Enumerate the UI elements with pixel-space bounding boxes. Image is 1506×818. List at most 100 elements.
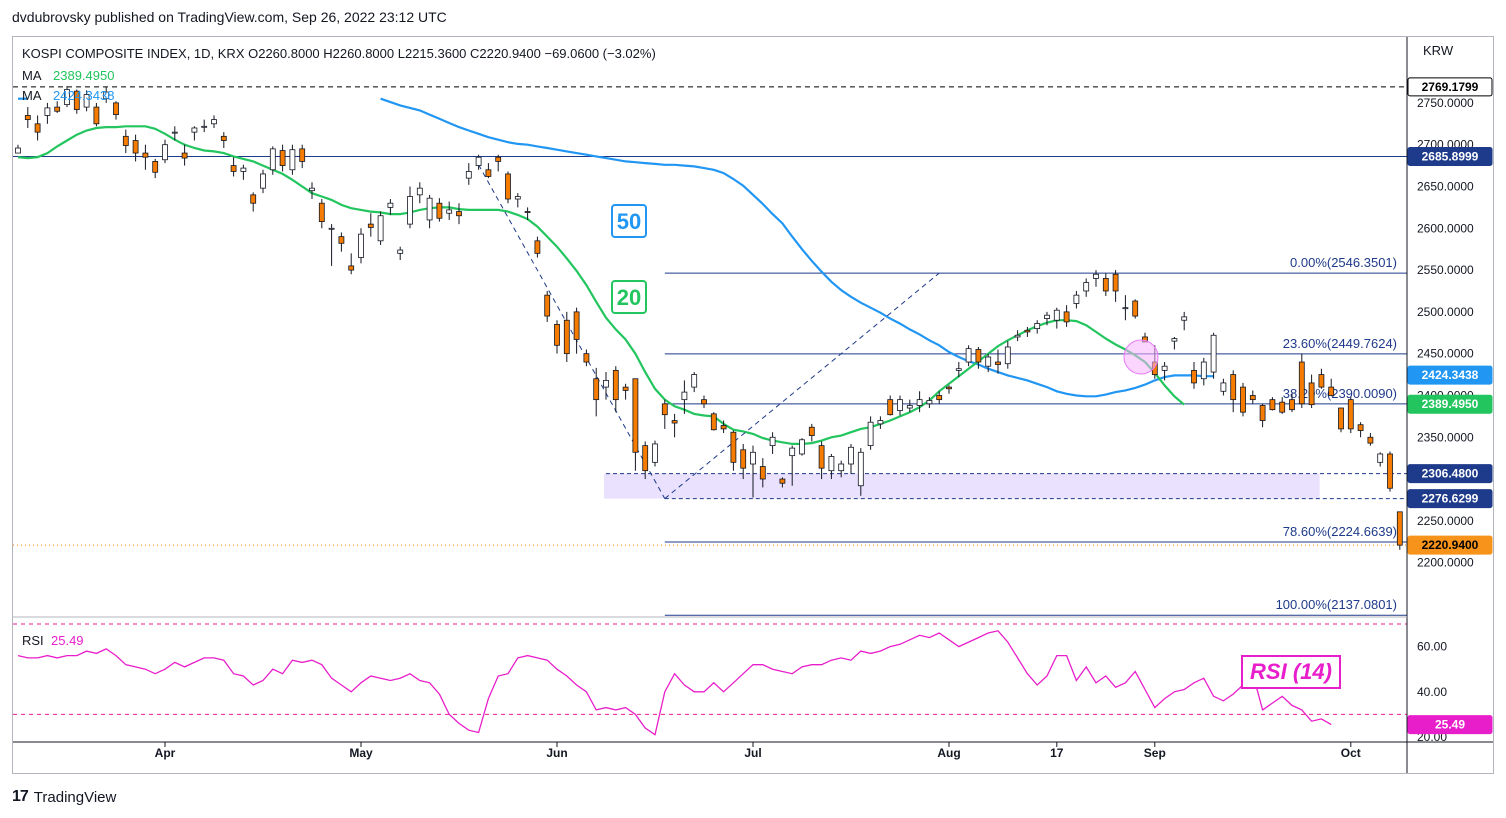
candle-body (1318, 374, 1325, 388)
candle-body (397, 249, 404, 254)
candle-body (740, 449, 747, 469)
candle-body (299, 148, 306, 162)
ma1-label: MA (22, 68, 42, 83)
tradingview-brand: TradingView (33, 788, 117, 806)
candle-body (377, 215, 384, 242)
candle-body (995, 361, 1001, 365)
candle-body (691, 374, 698, 388)
price-label: 2424.3438 (1422, 368, 1479, 382)
rsi-tick-label: 60.00 (1417, 640, 1447, 654)
ma2-label: MA (22, 88, 42, 103)
candle-body (955, 368, 962, 371)
price-label-bg (1407, 146, 1493, 166)
candle-body (191, 127, 198, 133)
candle-body (1338, 407, 1344, 430)
candle-body (240, 167, 247, 172)
rsi-axis-label-bg (1407, 715, 1493, 735)
currency-label: KRW (1423, 43, 1454, 58)
candle-body (1210, 334, 1217, 373)
candle-body (446, 209, 453, 214)
price-label-bg (1407, 77, 1493, 97)
candle-body (1240, 386, 1246, 413)
candles[interactable] (15, 86, 1403, 550)
candle-body (1367, 436, 1374, 444)
horizontal-lines (13, 86, 1407, 546)
price-label-bg (1407, 489, 1493, 509)
candle-body (1279, 401, 1286, 413)
candle-body (652, 443, 658, 463)
candle-body (1083, 282, 1090, 292)
candle-body (622, 386, 629, 391)
candle-body (1387, 453, 1393, 489)
price-label-bg (1407, 365, 1493, 385)
candle-body (142, 152, 149, 158)
candle-body (514, 196, 521, 200)
candle-body (1063, 311, 1070, 323)
ma50-line (380, 97, 1214, 398)
candle-body (1112, 273, 1119, 292)
candle-body (1044, 314, 1050, 319)
candle-body (475, 156, 482, 166)
price-tick-label: 2750.0000 (1417, 96, 1474, 110)
candle-body (1377, 453, 1384, 463)
candle-body (456, 211, 462, 217)
candle-body (328, 227, 335, 230)
candle-body (603, 380, 609, 388)
candle-body (1347, 399, 1354, 430)
rsi-line (17, 630, 1332, 736)
time-tick-label: Aug (937, 746, 960, 760)
candle-body (838, 463, 845, 472)
candle-body (1004, 346, 1011, 365)
candle-body (1328, 386, 1335, 396)
rsi-tick-label: 40.00 (1417, 685, 1447, 699)
candle-body (201, 125, 208, 128)
candle-body (1191, 369, 1197, 384)
price-tick-label: 2550.0000 (1417, 263, 1474, 277)
fib-label: 0.00%(2546.3501) (1290, 255, 1397, 270)
candle-body (701, 399, 707, 405)
tradingview-logo[interactable]: 17 TradingView (12, 788, 116, 806)
candle-body (358, 233, 364, 258)
moving-averages (17, 97, 1214, 445)
ma20-badge-text: 20 (617, 285, 641, 310)
candle-body (426, 197, 433, 221)
candle-body (867, 421, 874, 447)
annotations: 50 20 (611, 204, 1159, 375)
candle-body (1396, 511, 1403, 546)
rsi-legend: RSI (22, 633, 44, 648)
time-tick-label: Apr (155, 746, 176, 760)
candle-body (1289, 399, 1295, 411)
candle-body (113, 102, 119, 116)
candle-body (789, 447, 796, 457)
candle-body (122, 135, 129, 146)
price-labels: 2769.1799 2685.8999 2424.3438 2389.4950 2306… (1407, 77, 1493, 735)
candle-body (73, 90, 80, 110)
candle-body (1053, 309, 1060, 321)
candle-body (926, 400, 933, 405)
time-tick-label: 17 (1050, 746, 1064, 760)
candle-body (367, 223, 374, 228)
candle-body (260, 173, 266, 189)
price-tick-label: 2200.0000 (1417, 556, 1474, 570)
candle-body (495, 156, 502, 162)
candle-body (83, 94, 90, 108)
time-tick-label: Oct (1341, 746, 1361, 760)
candle-body (1181, 316, 1188, 321)
candle-body (828, 456, 835, 472)
candle-body (1200, 361, 1207, 380)
candle-body (485, 169, 492, 177)
ma20-badge-box (611, 280, 647, 314)
rsi-pane: RSI 25.49 RSI (14) (13, 623, 1407, 736)
rsi-title-box (1241, 655, 1341, 689)
trend-up-line (664, 272, 940, 499)
support-zone (604, 473, 1407, 500)
candle-body (965, 348, 972, 363)
candle-body (534, 240, 541, 254)
price-label-bg (1407, 535, 1493, 555)
candle-body (632, 378, 639, 453)
candle-body (162, 144, 168, 161)
price-tick-label: 2600.0000 (1417, 221, 1474, 235)
chart-area[interactable]: 0.00%(2546.3501) 23.60%(2449.7624) 38.20%(… (12, 36, 1494, 774)
candle-body (152, 161, 159, 173)
chart-svg[interactable]: 0.00%(2546.3501)23.60%(2449.7624)38.20%(… (13, 37, 1493, 773)
